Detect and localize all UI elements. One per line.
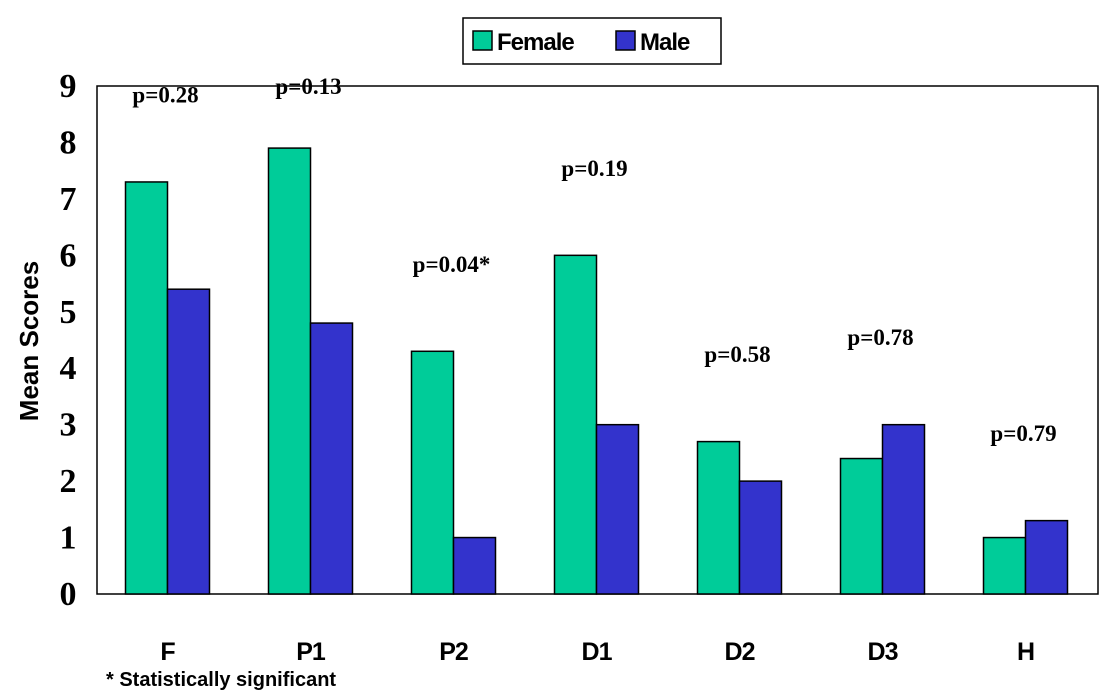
p-value-label: p=0.28: [132, 82, 198, 107]
y-tick-label: 8: [60, 124, 77, 161]
bar-female-h: [982, 536, 1027, 595]
x-category-label: F: [160, 638, 175, 666]
bar-male-d3: [881, 423, 926, 595]
y-tick-label: 4: [60, 350, 77, 387]
bar-female-p1: [267, 147, 312, 595]
p-value-label: p=0.58: [704, 342, 770, 367]
y-tick-label: 2: [60, 463, 77, 500]
bar-female-d2: [696, 440, 741, 595]
legend-label-male: Male: [640, 29, 690, 56]
p-value-label: p=0.78: [847, 325, 913, 350]
y-axis-title: Mean Scores: [14, 261, 44, 421]
p-value-label: p=0.19: [561, 156, 627, 181]
x-category-label: D1: [582, 638, 613, 666]
p-value-label: p=0.04*: [413, 252, 491, 277]
bar-male-d2: [738, 480, 783, 595]
x-axis-categories: F P1 P2 D1 D2 D3 H: [160, 638, 1035, 666]
bar-male-h: [1024, 519, 1069, 595]
x-category-label: D2: [725, 638, 755, 666]
x-category-label: H: [1017, 638, 1034, 666]
x-category-label: D3: [868, 638, 898, 666]
y-tick-label: 7: [60, 181, 77, 218]
bar-female-d1: [553, 254, 598, 595]
footnote: * Statistically significant: [106, 669, 336, 691]
y-tick-label: 1: [60, 520, 77, 557]
y-tick-label: 0: [60, 576, 77, 613]
bar-male-p2: [452, 536, 497, 595]
x-category-label: P2: [439, 638, 468, 666]
p-value-label: p=0.79: [990, 421, 1056, 446]
bar-female-p2: [410, 350, 455, 595]
legend-swatch-male: [615, 30, 636, 51]
bars: [124, 147, 1069, 595]
y-tick-label: 3: [60, 407, 77, 444]
bar-female-f: [124, 181, 169, 595]
y-tick-label: 5: [60, 294, 77, 331]
legend-box: [462, 17, 722, 65]
bar-male-p1: [309, 322, 354, 595]
y-tick-label: 9: [60, 68, 77, 105]
x-category-label: P1: [296, 638, 326, 666]
p-value-label: p=0.13: [275, 74, 341, 99]
y-axis-ticks: 0 1 2 3 4 5 6 7 8 9: [60, 68, 77, 613]
bar-female-d3: [839, 457, 884, 595]
bar-male-f: [166, 288, 211, 595]
bar-male-d1: [595, 423, 640, 595]
y-tick-label: 6: [60, 237, 77, 274]
legend: Female Male: [462, 17, 722, 65]
legend-label-female: Female: [497, 29, 574, 56]
legend-swatch-female: [472, 30, 493, 51]
p-value-labels: p=0.28 p=0.13 p=0.04* p=0.19 p=0.58 p=0.78 p=0…: [132, 74, 1056, 446]
